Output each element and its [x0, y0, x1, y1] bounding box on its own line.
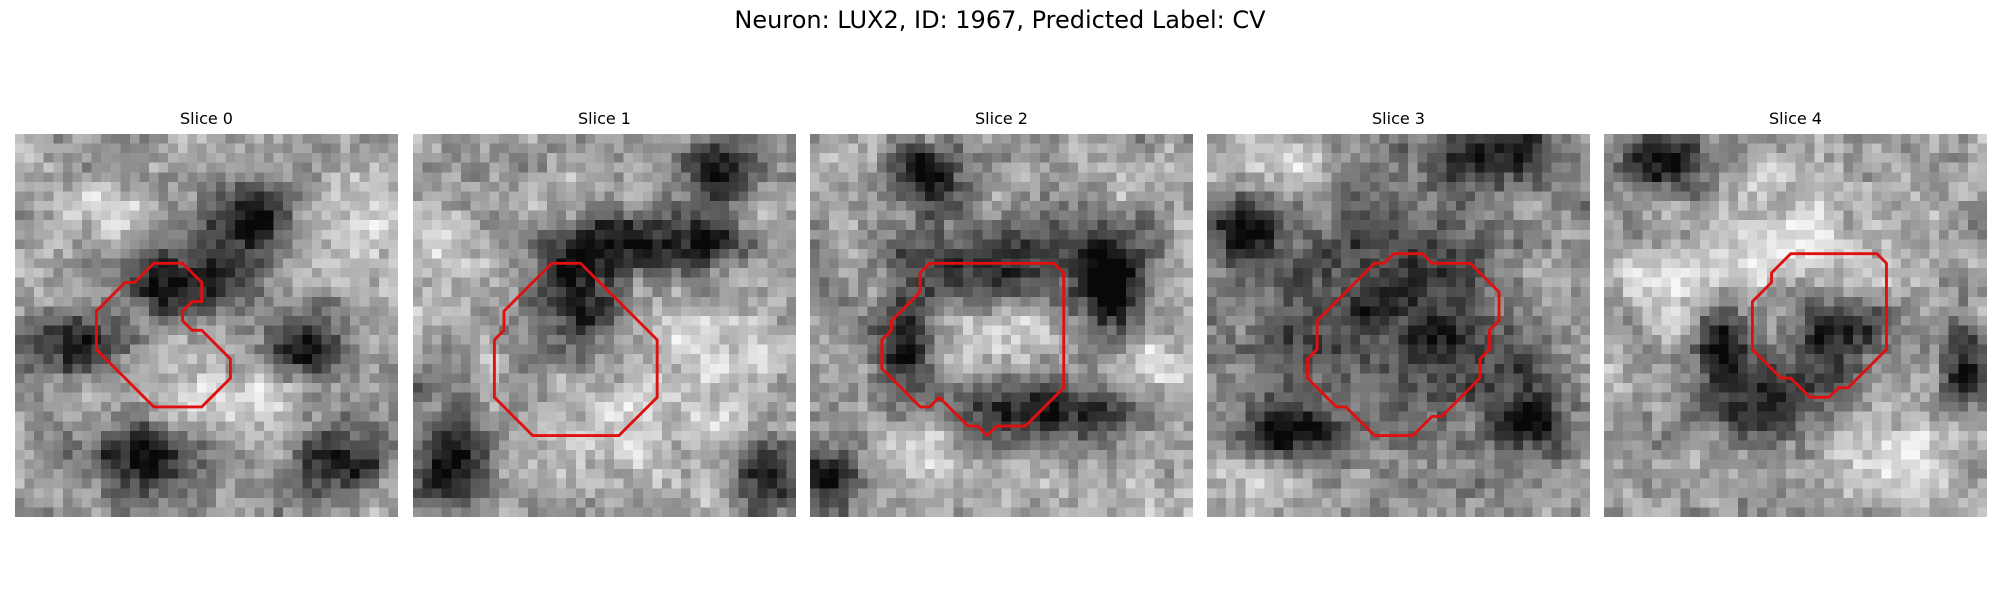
slice-pixels-3 [1207, 134, 1590, 517]
slice-title-2: Slice 2 [975, 109, 1028, 128]
slice-panel-1: Slice 1 [413, 104, 796, 517]
slice-title-0: Slice 0 [180, 109, 233, 128]
slice-pixels-0 [15, 134, 398, 517]
slice-panel-3: Slice 3 [1207, 104, 1590, 517]
contour-2 [880, 261, 1066, 438]
contour-4 [1750, 252, 1888, 399]
slice-panel-4: Slice 4 [1604, 104, 1987, 517]
slice-title-4: Slice 4 [1769, 109, 1822, 128]
slice-pixels-1 [413, 134, 796, 517]
slice-pixels-2 [810, 134, 1193, 517]
slice-image-0 [15, 134, 398, 517]
slice-title-1: Slice 1 [578, 109, 631, 128]
contour-3 [1306, 252, 1501, 438]
contour-1 [492, 261, 659, 438]
slice-title-3: Slice 3 [1372, 109, 1425, 128]
slice-panel-2: Slice 2 [810, 104, 1193, 517]
contour-0 [94, 261, 232, 409]
slice-image-1 [413, 134, 796, 517]
slice-panel-0: Slice 0 [15, 104, 398, 517]
slice-image-4 [1604, 134, 1987, 517]
slice-pixels-4 [1604, 134, 1987, 517]
slice-image-2 [810, 134, 1193, 517]
slice-image-3 [1207, 134, 1590, 517]
figure-title: Neuron: LUX2, ID: 1967, Predicted Label:… [734, 6, 1266, 34]
